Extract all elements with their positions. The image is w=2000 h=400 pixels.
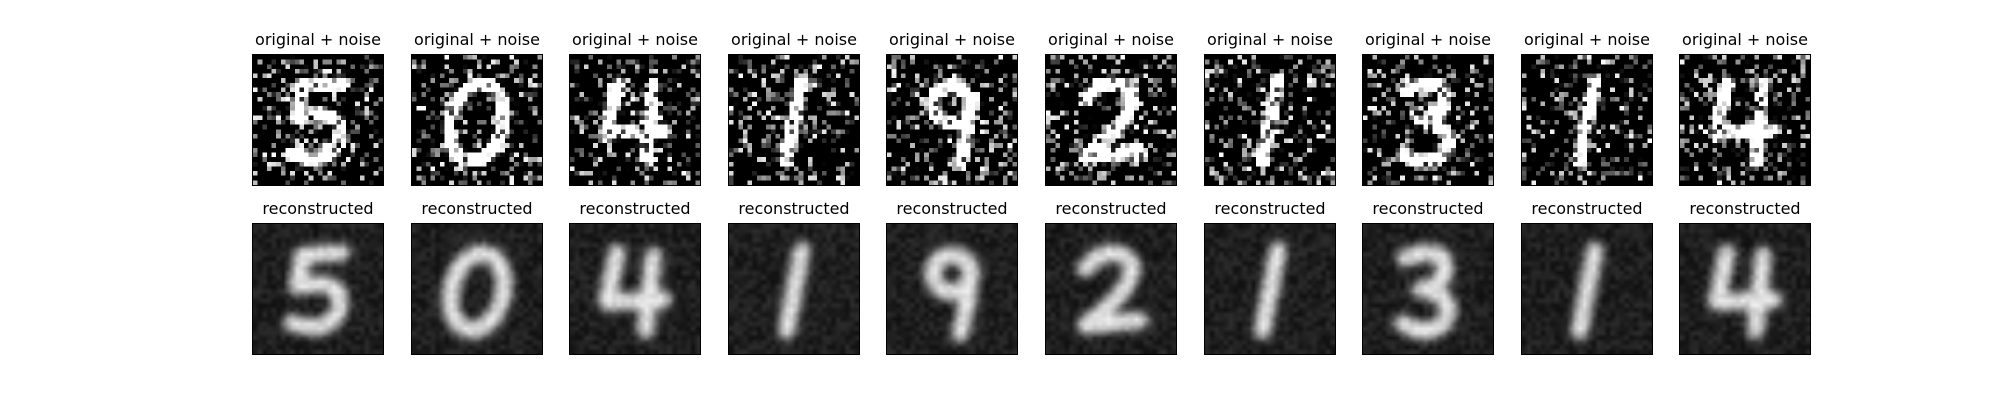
digit-image-5 [253,55,383,185]
panel-title: reconstructed [1372,199,1484,218]
digit-image-4 [1680,224,1810,354]
digit-image-9 [887,224,1017,354]
digit-image-4 [1680,55,1810,185]
panel-title: original + noise [1207,30,1333,49]
panel-title: reconstructed [579,199,691,218]
reconstructed-digit-image [411,223,543,355]
noisy-digit-image [252,54,384,186]
reconstructed-digit-image [1045,223,1177,355]
panel-title: reconstructed [738,199,850,218]
digit-image-4 [570,55,700,185]
reconstructed-digit-image [1204,223,1336,355]
reconstructed-digit-image [252,223,384,355]
digit-image-3 [1363,55,1493,185]
digit-image-2 [1046,55,1176,185]
noisy-digit-image [569,54,701,186]
panel-title: original + noise [1524,30,1650,49]
digit-image-1 [729,224,859,354]
panel-title: original + noise [731,30,857,49]
noisy-digit-image [886,54,1018,186]
reconstructed-digit-image [886,223,1018,355]
panel-title: original + noise [889,30,1015,49]
reconstructed-digit-image [569,223,701,355]
noisy-digit-image [1362,54,1494,186]
noisy-digit-image [1045,54,1177,186]
panel-title: reconstructed [1055,199,1167,218]
noisy-digit-image [1204,54,1336,186]
reconstructed-digit-image [1362,223,1494,355]
panel-title: reconstructed [421,199,533,218]
digit-image-1 [729,55,859,185]
panel-title: reconstructed [262,199,374,218]
reconstructed-digit-image [728,223,860,355]
digit-image-0 [412,224,542,354]
panel-title: original + noise [572,30,698,49]
digit-image-1 [1205,224,1335,354]
panel-title: reconstructed [1689,199,1801,218]
digit-image-1 [1205,55,1335,185]
noisy-digit-image [411,54,543,186]
digit-image-2 [1046,224,1176,354]
noisy-digit-image [1521,54,1653,186]
panel-title: original + noise [1048,30,1174,49]
panel-title: original + noise [1365,30,1491,49]
digit-image-9 [887,55,1017,185]
panel-title: reconstructed [1214,199,1326,218]
noisy-digit-image [728,54,860,186]
digit-image-5 [253,224,383,354]
digit-image-1 [1522,55,1652,185]
digit-image-3 [1363,224,1493,354]
panel-title: reconstructed [1531,199,1643,218]
panel-title: reconstructed [896,199,1008,218]
panel-title: original + noise [1682,30,1808,49]
digit-image-1 [1522,224,1652,354]
digit-image-0 [412,55,542,185]
reconstructed-digit-image [1521,223,1653,355]
noisy-digit-image [1679,54,1811,186]
reconstructed-digit-image [1679,223,1811,355]
digit-image-4 [570,224,700,354]
panel-title: original + noise [414,30,540,49]
panel-title: original + noise [255,30,381,49]
